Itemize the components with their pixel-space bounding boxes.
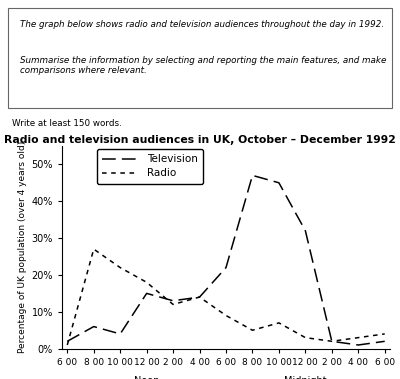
Television <box>276 180 281 185</box>
Radio <box>144 280 149 285</box>
Text: Noon: Noon <box>134 376 159 379</box>
Line: Radio: Radio <box>67 249 385 345</box>
Radio <box>250 328 255 332</box>
Television <box>303 229 308 233</box>
Text: Write at least 150 words.: Write at least 150 words. <box>12 119 122 128</box>
Radio <box>330 339 334 344</box>
Television <box>197 295 202 299</box>
Radio <box>65 343 70 347</box>
Television <box>250 173 255 178</box>
Television <box>382 339 387 344</box>
Radio <box>382 332 387 336</box>
Line: Television: Television <box>67 175 385 345</box>
Radio <box>91 247 96 251</box>
Text: Radio and television audiences in UK, October – December 1992: Radio and television audiences in UK, Oc… <box>4 135 396 144</box>
Radio <box>118 265 122 270</box>
Radio <box>276 321 281 325</box>
Television <box>65 339 70 344</box>
Television <box>91 324 96 329</box>
Television <box>330 339 334 344</box>
Television <box>118 332 122 336</box>
Y-axis label: Percentage of UK population (over 4 years old): Percentage of UK population (over 4 year… <box>18 141 27 354</box>
Legend: Television, Radio: Television, Radio <box>97 149 203 184</box>
Text: The graph below shows radio and television audiences throughout the day in 1992.: The graph below shows radio and televisi… <box>20 20 384 29</box>
Radio <box>224 313 228 318</box>
Text: Summarise the information by selecting and reporting the main features, and make: Summarise the information by selecting a… <box>20 56 386 75</box>
Television <box>171 299 176 303</box>
Radio <box>303 335 308 340</box>
Radio <box>356 335 361 340</box>
Television <box>144 291 149 296</box>
Text: Midnight: Midnight <box>284 376 327 379</box>
FancyBboxPatch shape <box>8 8 392 108</box>
Radio <box>171 302 176 307</box>
Television <box>224 265 228 270</box>
Television <box>356 343 361 347</box>
Radio <box>197 295 202 299</box>
